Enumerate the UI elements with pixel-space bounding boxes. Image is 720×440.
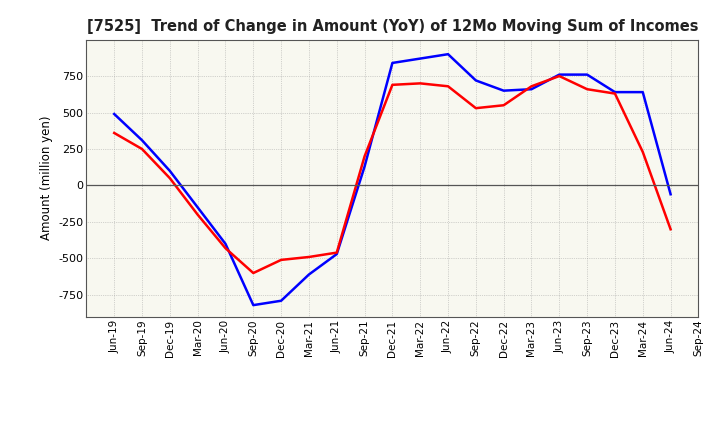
Ordinary Income <box>305 272 313 277</box>
Net Income <box>582 87 591 92</box>
Line: Ordinary Income: Ordinary Income <box>114 54 670 305</box>
Net Income <box>194 212 202 217</box>
Net Income <box>555 73 564 79</box>
Ordinary Income <box>611 89 619 95</box>
Net Income <box>138 147 146 152</box>
Net Income <box>110 130 119 136</box>
Net Income <box>360 154 369 159</box>
Net Income <box>166 176 174 181</box>
Ordinary Income <box>388 60 397 66</box>
Net Income <box>305 254 313 260</box>
Net Income <box>333 250 341 255</box>
Y-axis label: Amount (million yen): Amount (million yen) <box>40 116 53 240</box>
Ordinary Income <box>360 164 369 169</box>
Net Income <box>221 246 230 251</box>
Ordinary Income <box>527 87 536 92</box>
Ordinary Income <box>500 88 508 93</box>
Ordinary Income <box>416 56 425 61</box>
Net Income <box>472 106 480 111</box>
Ordinary Income <box>138 138 146 143</box>
Ordinary Income <box>582 72 591 77</box>
Net Income <box>611 91 619 96</box>
Net Income <box>416 81 425 86</box>
Ordinary Income <box>472 78 480 83</box>
Ordinary Income <box>639 89 647 95</box>
Net Income <box>500 103 508 108</box>
Line: Net Income: Net Income <box>114 76 670 273</box>
Ordinary Income <box>166 168 174 173</box>
Net Income <box>666 227 675 232</box>
Title: [7525]  Trend of Change in Amount (YoY) of 12Mo Moving Sum of Incomes: [7525] Trend of Change in Amount (YoY) o… <box>86 19 698 34</box>
Ordinary Income <box>194 205 202 210</box>
Ordinary Income <box>666 191 675 197</box>
Net Income <box>527 84 536 89</box>
Net Income <box>249 271 258 276</box>
Net Income <box>444 84 452 89</box>
Net Income <box>639 149 647 154</box>
Ordinary Income <box>221 241 230 246</box>
Net Income <box>276 257 285 263</box>
Ordinary Income <box>110 111 119 117</box>
Net Income <box>388 82 397 88</box>
Ordinary Income <box>333 251 341 257</box>
Ordinary Income <box>444 51 452 57</box>
Ordinary Income <box>276 298 285 304</box>
Ordinary Income <box>555 72 564 77</box>
Ordinary Income <box>249 302 258 308</box>
